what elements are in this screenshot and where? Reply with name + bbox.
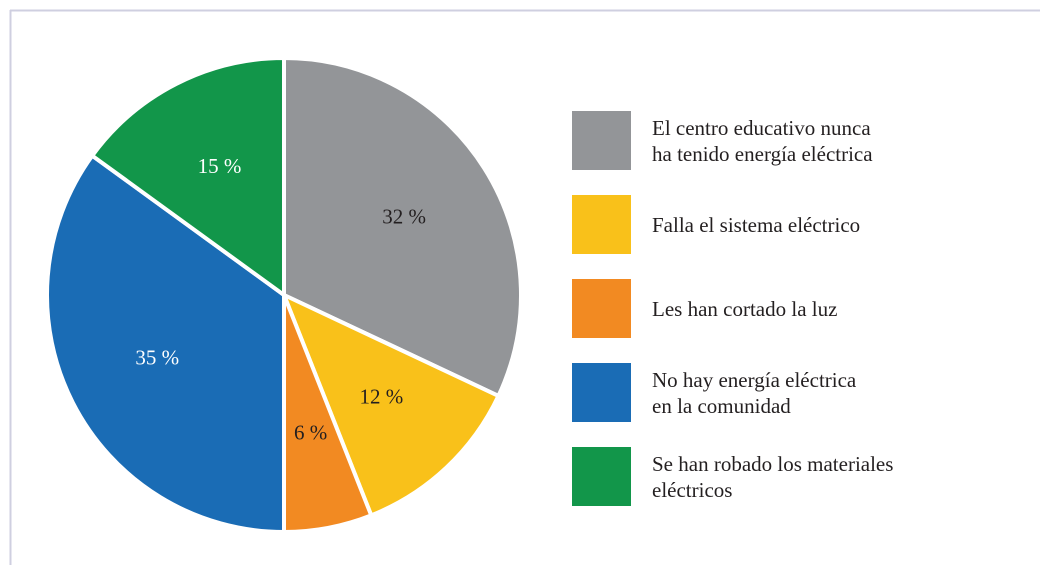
legend-swatch: [572, 195, 631, 254]
slice-label: 32 %: [382, 205, 426, 229]
legend-swatch: [572, 363, 631, 422]
slice-label: 35 %: [135, 345, 179, 369]
legend-label: Se han robado los materiales eléctricos: [652, 451, 894, 502]
legend-label: El centro educativo nunca ha tenido ener…: [652, 115, 873, 166]
pie-slice: [89, 55, 286, 299]
slice-label: 12 %: [359, 384, 403, 408]
legend-swatch: [572, 279, 631, 338]
legend-swatch: [572, 447, 631, 506]
slice-label: 15 %: [198, 154, 242, 178]
pie-slice: [45, 152, 286, 535]
pie-slice: [280, 291, 502, 518]
slice-label: 6 %: [294, 420, 327, 444]
legend-label: No hay energía eléctrica en la comunidad: [652, 367, 857, 418]
legend-label: Les han cortado la luz: [652, 296, 838, 321]
legend-swatch: [572, 111, 631, 170]
pie-slice: [282, 55, 523, 399]
legend-label: Falla el sistema eléctrico: [652, 212, 861, 237]
